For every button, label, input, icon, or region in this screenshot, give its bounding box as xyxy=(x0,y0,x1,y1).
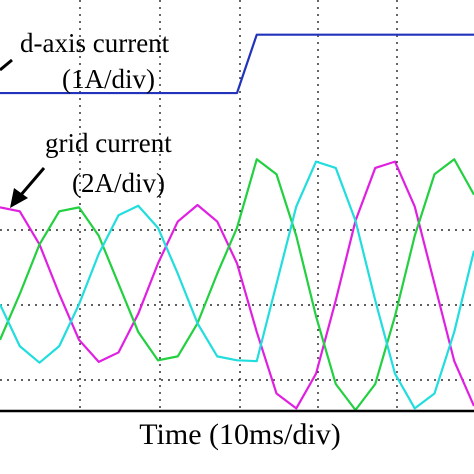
plot-area xyxy=(0,33,474,412)
annotation: d-axis current xyxy=(20,28,170,58)
x-axis-title: Time (10ms/div) xyxy=(139,418,340,451)
line-series xyxy=(0,160,474,410)
line-series xyxy=(0,158,474,412)
line-series xyxy=(0,33,474,95)
annotation: grid current xyxy=(45,128,172,158)
arrow xyxy=(0,58,46,208)
line-series xyxy=(0,160,474,410)
annotation: (2A/div) xyxy=(72,168,165,198)
grid xyxy=(0,0,474,410)
annotation: (1A/div) xyxy=(62,64,155,94)
